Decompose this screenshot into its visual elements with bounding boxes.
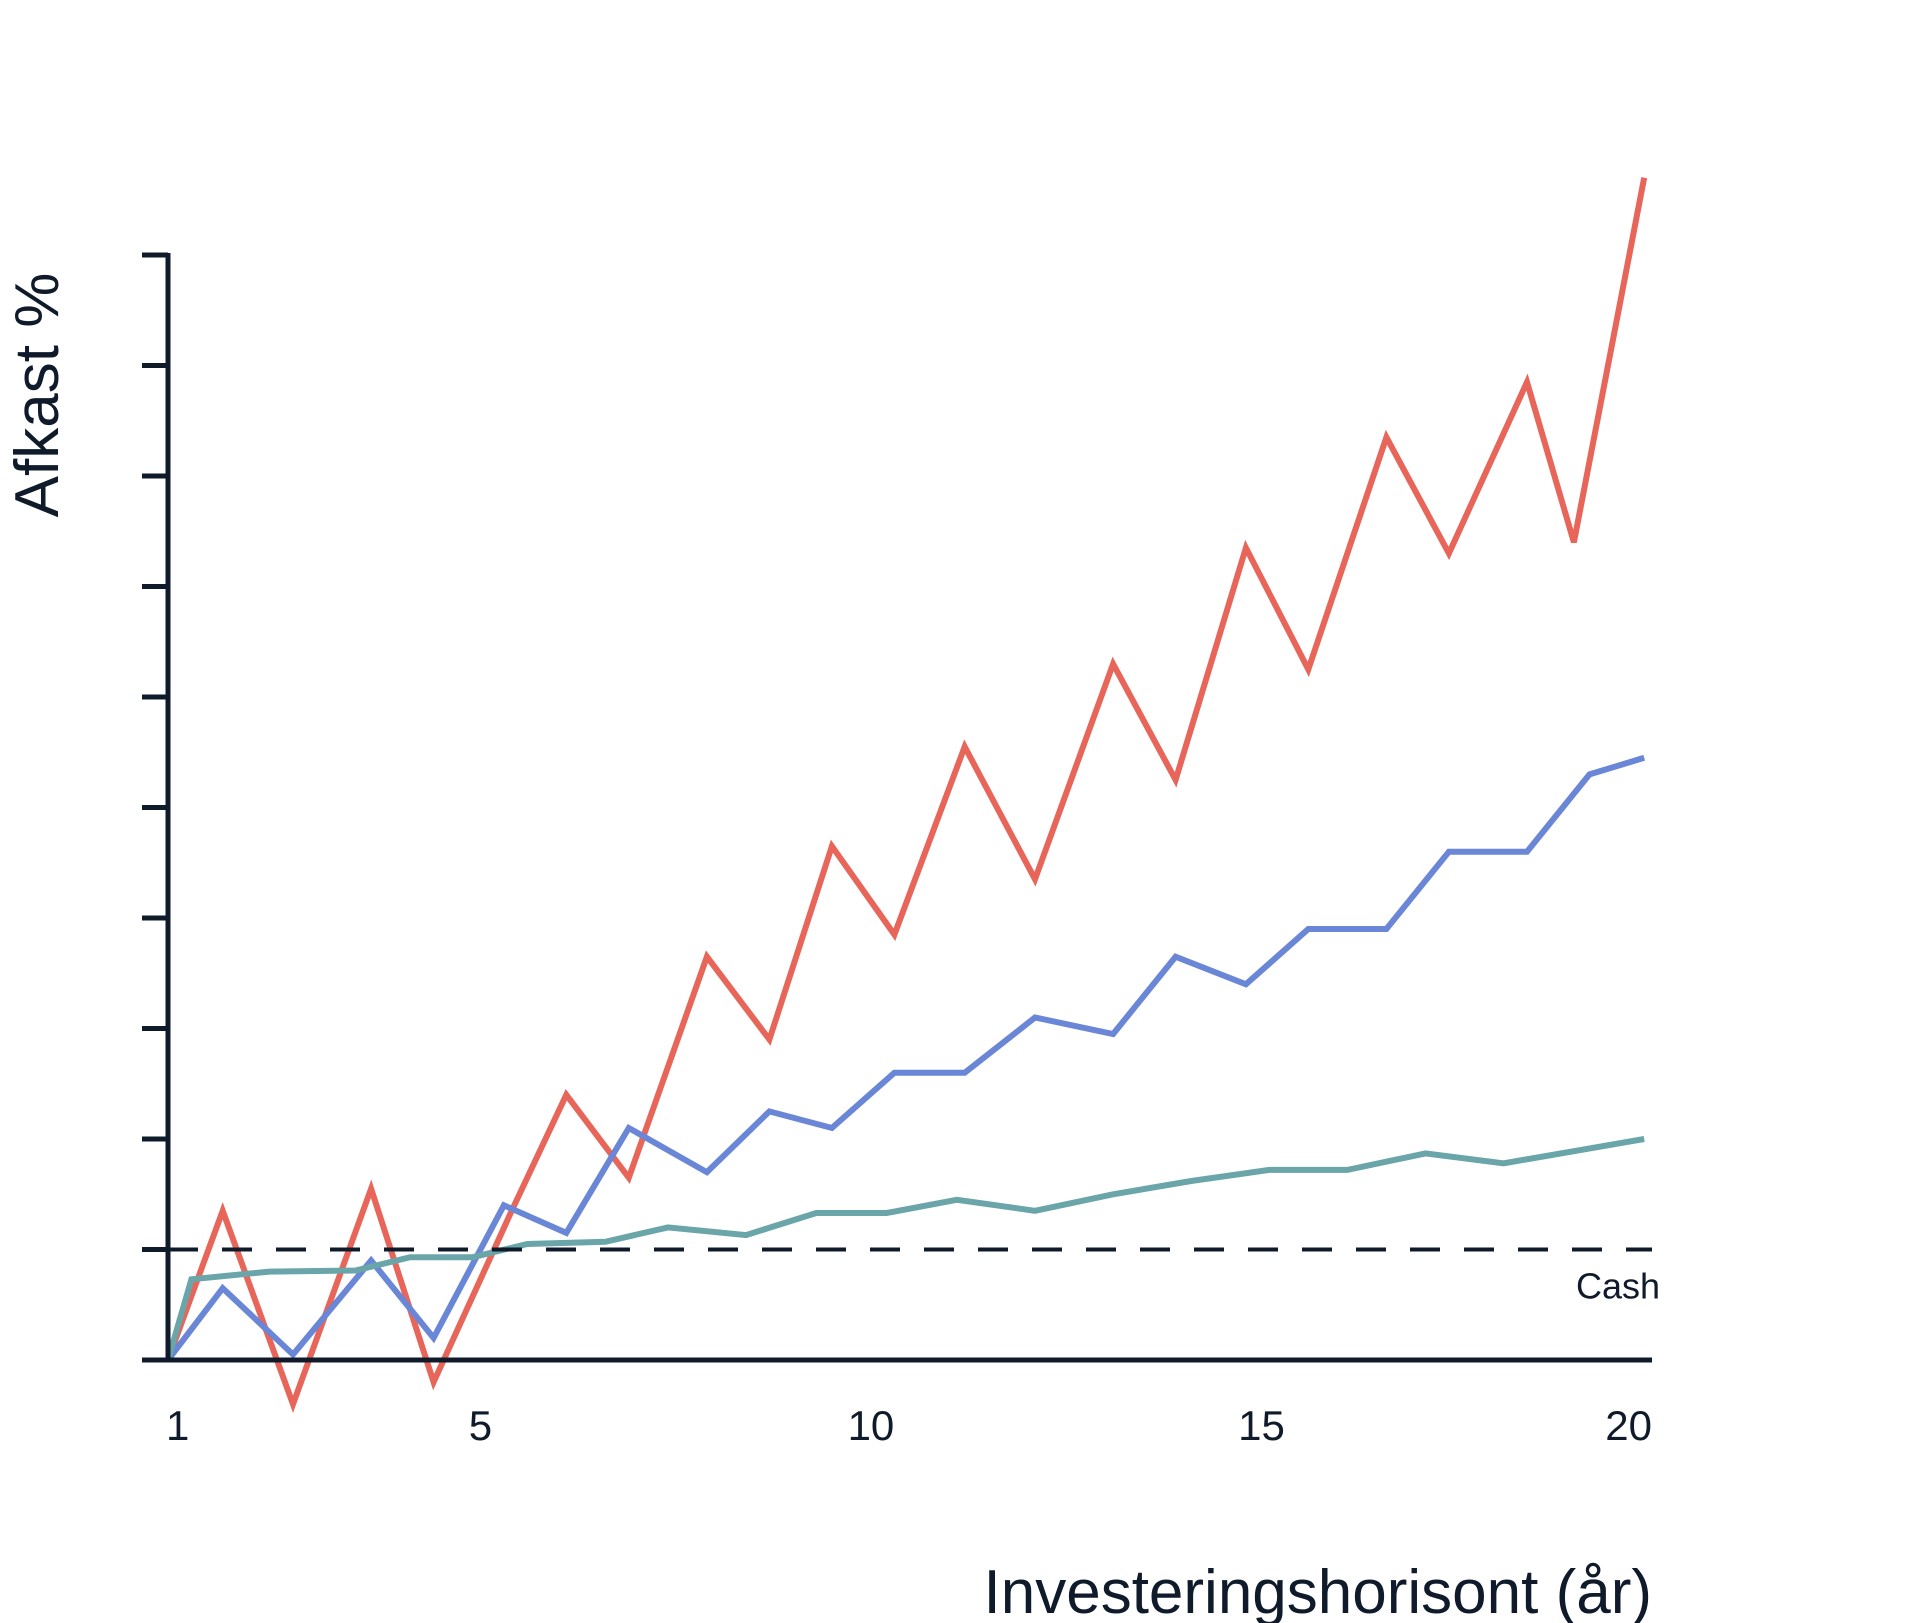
y-ticks xyxy=(142,252,168,1363)
x-tick-label: 5 xyxy=(469,1402,492,1449)
series-line-3 xyxy=(165,1136,1645,1361)
x-tick-label: 1 xyxy=(166,1402,189,1449)
series-layer xyxy=(165,177,1648,1413)
cash-label: Cash xyxy=(1576,1266,1660,1307)
x-tick-label: 20 xyxy=(1605,1402,1652,1449)
series-line-2 xyxy=(165,754,1646,1362)
x-tick-labels: 1 5 10 15 20 xyxy=(166,1402,1652,1449)
series-line-1 xyxy=(165,177,1648,1413)
x-tick-label: 15 xyxy=(1238,1402,1285,1449)
x-tick-label: 10 xyxy=(848,1402,895,1449)
y-axis-label: Afkast % xyxy=(3,273,72,518)
x-axis-label: Investeringshorisont (år) xyxy=(984,1558,1653,1623)
